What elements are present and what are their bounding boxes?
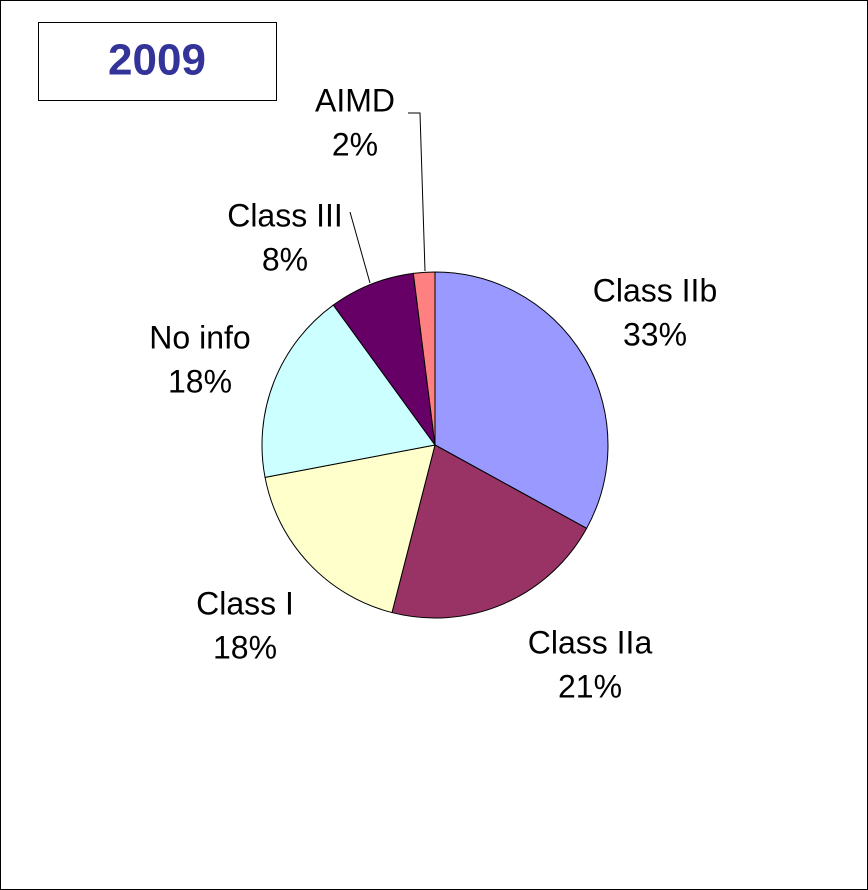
slice-value-label: 33% xyxy=(623,316,687,352)
pie-slice xyxy=(264,444,436,614)
slice-value-label: 2% xyxy=(332,126,378,162)
pie-slice xyxy=(261,304,436,479)
slice-label: Class III xyxy=(227,197,343,233)
pie-slice xyxy=(391,444,588,619)
title-box xyxy=(38,22,277,101)
slice-label: No info xyxy=(149,319,250,355)
leader-line xyxy=(349,211,371,284)
leader-line xyxy=(408,112,426,272)
pie-slice xyxy=(412,271,436,446)
slice-value-label: 18% xyxy=(213,629,277,665)
slice-label: Class IIb xyxy=(593,272,717,308)
slice-value-label: 18% xyxy=(168,363,232,399)
slice-label: Class IIa xyxy=(528,624,653,660)
slice-value-label: 21% xyxy=(558,668,622,704)
slice-label: AIMD xyxy=(315,82,395,118)
slice-value-label: 8% xyxy=(262,241,308,277)
chart-title: 2009 xyxy=(108,36,206,85)
pie-slice xyxy=(434,271,609,530)
slice-label: Class I xyxy=(196,585,294,621)
